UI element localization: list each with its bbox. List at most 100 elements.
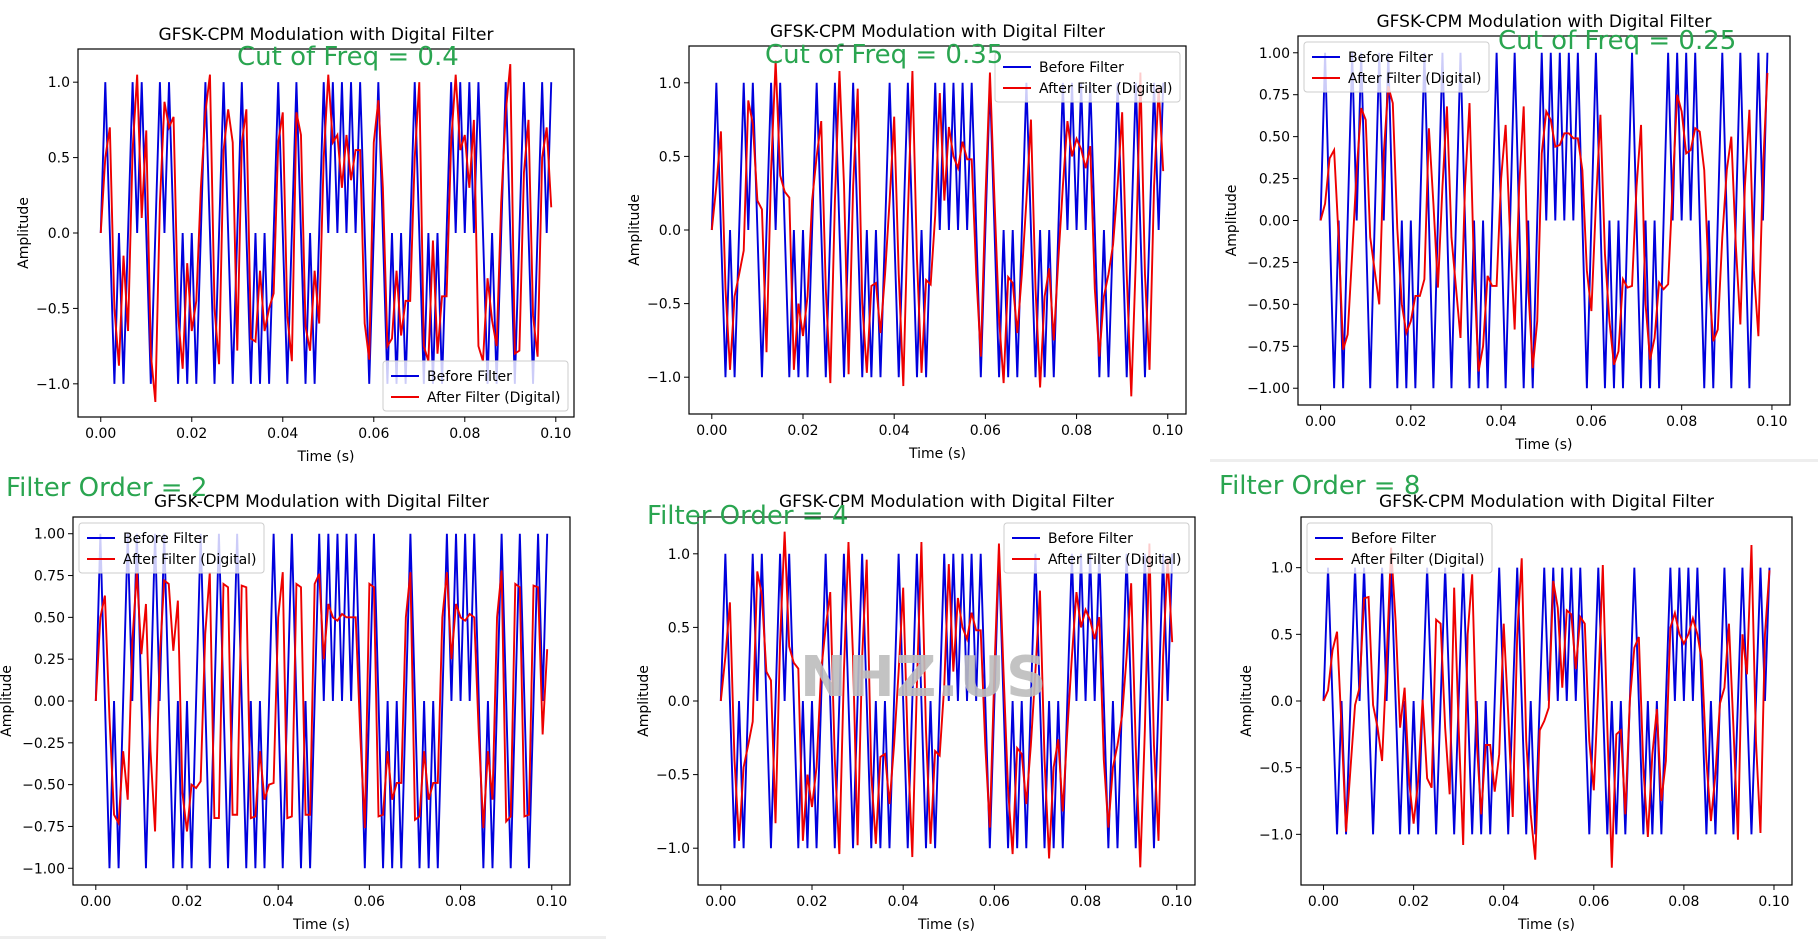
y-tick-label: −0.5 — [656, 768, 690, 784]
y-tick-label: −0.5 — [1259, 761, 1293, 777]
y-tick-label: −0.75 — [22, 819, 65, 835]
y-axis-label: Amplitude — [1224, 185, 1240, 257]
chart-title: GFSK-CPM Modulation with Digital Filter — [154, 492, 489, 512]
legend-box — [994, 51, 1181, 103]
subplot-order-2: GFSK-CPM Modulation with Digital Filter 0… — [0, 470, 606, 945]
x-tick-label: 0.04 — [267, 426, 298, 442]
x-tick-label: 0.08 — [1061, 423, 1092, 439]
legend: Before Filter After Filter (Digital) — [1306, 522, 1493, 574]
legend-box — [1303, 41, 1490, 93]
x-tick-label: 0.08 — [449, 426, 480, 442]
x-tick-label: 0.04 — [888, 894, 919, 910]
legend-label-before: Before Filter — [1348, 50, 1433, 66]
y-tick-label: 0.00 — [1259, 214, 1290, 230]
x-tick-label: 0.10 — [540, 426, 571, 442]
x-tick-label: 0.10 — [1758, 894, 1789, 910]
y-tick-label: 0.0 — [48, 226, 70, 242]
subplot-order-4: GFSK-CPM Modulation with Digital Filter 0… — [606, 470, 1212, 945]
y-tick-label: 0.25 — [34, 652, 65, 668]
x-tick-label: 0.02 — [1395, 414, 1426, 430]
y-axis-label: Amplitude — [636, 665, 652, 737]
y-tick-label: 0.0 — [668, 694, 690, 710]
subplot-order-8: GFSK-CPM Modulation with Digital Filter 0… — [1212, 470, 1818, 945]
x-axis-label: Time (s) — [292, 917, 350, 933]
x-axis-label: Time (s) — [908, 446, 966, 462]
y-tick-label: 0.75 — [34, 569, 65, 585]
chart-title: GFSK-CPM Modulation with Digital Filter — [1377, 12, 1712, 32]
legend: Before Filter After Filter (Digital) — [78, 522, 265, 574]
y-tick-label: 0.00 — [34, 694, 65, 710]
y-tick-label: −0.75 — [1247, 339, 1290, 355]
x-tick-label: 0.06 — [970, 423, 1001, 439]
y-tick-label: 0.5 — [48, 151, 70, 167]
x-tick-label: 0.06 — [1576, 414, 1607, 430]
y-tick-label: −1.0 — [1259, 827, 1293, 843]
y-tick-label: 0.50 — [1259, 130, 1290, 146]
series-after-filter-line — [1322, 544, 1771, 868]
legend-label-after: After Filter (Digital) — [1348, 71, 1482, 87]
y-tick-label: 1.0 — [48, 75, 70, 91]
y-axis-label: Amplitude — [16, 197, 32, 269]
x-tick-label: 0.00 — [1305, 414, 1336, 430]
x-tick-label: 0.00 — [1308, 894, 1339, 910]
series-after-filter-line — [94, 570, 549, 832]
legend-label-before: Before Filter — [1039, 60, 1124, 76]
y-tick-label: 1.0 — [659, 76, 681, 92]
y-tick-label: −1.0 — [36, 377, 70, 393]
subplot-cutoff-0-25: GFSK-CPM Modulation with Digital Filter 0… — [1212, 0, 1818, 460]
x-axis-label: Time (s) — [297, 449, 355, 465]
y-tick-label: −1.00 — [1247, 381, 1290, 397]
chart-svg: GFSK-CPM Modulation with Digital Filter 0… — [16, 25, 575, 465]
watermark: NHZ.US — [800, 645, 1048, 710]
y-tick-label: −0.50 — [1247, 297, 1290, 313]
x-axis-label: Time (s) — [1515, 437, 1573, 453]
x-axis-label: Time (s) — [1517, 917, 1575, 933]
chart-svg: GFSK-CPM Modulation with Digital Filter 0… — [636, 492, 1196, 933]
y-tick-label: 1.0 — [1271, 561, 1293, 577]
legend-label-before: Before Filter — [427, 369, 512, 385]
x-tick-label: 0.00 — [705, 894, 736, 910]
y-tick-label: −0.5 — [647, 297, 681, 313]
subplot-cutoff-0-35: GFSK-CPM Modulation with Digital Filter 0… — [606, 0, 1212, 470]
x-tick-label: 0.00 — [696, 423, 727, 439]
subplot-cutoff-0-4: GFSK-CPM Modulation with Digital Filter 0… — [0, 0, 606, 470]
series-after-filter-line — [99, 63, 553, 403]
separator-top-right — [1210, 459, 1818, 462]
chart-svg: GFSK-CPM Modulation with Digital Filter 0… — [1224, 12, 1791, 453]
x-tick-label: 0.10 — [536, 894, 567, 910]
x-tick-label: 0.08 — [1668, 894, 1699, 910]
chart-svg: GFSK-CPM Modulation with Digital Filter 0… — [1239, 492, 1793, 933]
x-tick-label: 0.02 — [787, 423, 818, 439]
annotation-order-4: Filter Order = 4 — [647, 501, 849, 531]
x-axis-label: Time (s) — [917, 917, 975, 933]
y-tick-label: −0.50 — [22, 778, 65, 794]
y-tick-label: 1.00 — [34, 527, 65, 543]
legend-label-after: After Filter (Digital) — [123, 552, 257, 568]
separator-bottom-left — [0, 936, 606, 939]
y-tick-label: 0.25 — [1259, 172, 1290, 188]
legend-box — [78, 522, 265, 574]
y-axis-label: Amplitude — [0, 665, 15, 737]
y-tick-label: −1.00 — [22, 861, 65, 877]
chart-svg: GFSK-CPM Modulation with Digital Filter 0… — [627, 22, 1187, 462]
y-tick-label: 1.00 — [1259, 46, 1290, 62]
chart-title: GFSK-CPM Modulation with Digital Filter — [159, 25, 494, 45]
chart-title: GFSK-CPM Modulation with Digital Filter — [779, 492, 1114, 512]
series-after-filter-line — [710, 60, 1165, 397]
y-tick-label: −0.25 — [22, 736, 65, 752]
x-tick-label: 0.00 — [80, 894, 111, 910]
x-tick-label: 0.04 — [263, 894, 294, 910]
legend: Before Filter After Filter (Digital) — [994, 51, 1181, 103]
annotation-order-2: Filter Order = 2 — [6, 473, 208, 503]
x-tick-label: 0.08 — [1666, 414, 1697, 430]
legend: Before Filter After Filter (Digital) — [382, 360, 569, 412]
y-tick-label: 0.5 — [668, 620, 690, 636]
x-tick-label: 0.10 — [1756, 414, 1787, 430]
y-tick-label: 1.0 — [668, 547, 690, 563]
legend-label-before: Before Filter — [123, 531, 208, 547]
annotation-cutoff-0-25: Cut of Freq = 0.25 — [1498, 26, 1737, 56]
x-tick-label: 0.04 — [879, 423, 910, 439]
y-tick-label: −0.25 — [1247, 255, 1290, 271]
x-tick-label: 0.02 — [1398, 894, 1429, 910]
x-tick-label: 0.00 — [85, 426, 116, 442]
